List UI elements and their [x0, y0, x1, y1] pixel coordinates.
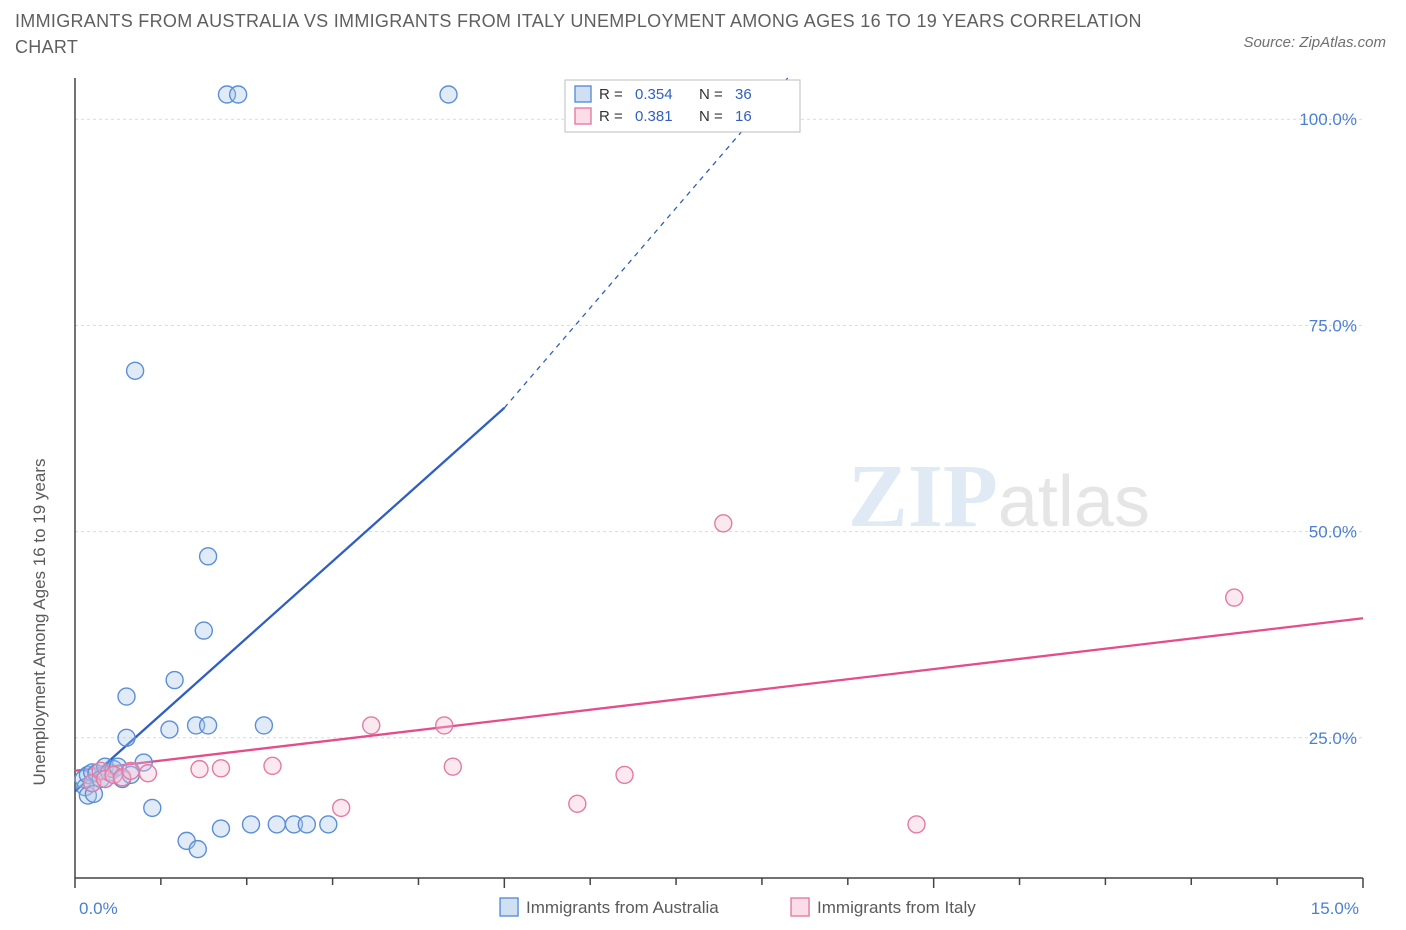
data-point: [230, 86, 247, 103]
data-point: [212, 760, 229, 777]
source-label: Source: ZipAtlas.com: [1243, 34, 1386, 51]
legend-swatch: [575, 86, 591, 102]
data-point: [908, 816, 925, 833]
data-point: [264, 757, 281, 774]
y-tick-label: 50.0%: [1309, 523, 1357, 542]
y-axis-label: Unemployment Among Ages 16 to 19 years: [30, 459, 49, 786]
legend-n-value: 36: [735, 86, 752, 103]
data-point: [715, 515, 732, 532]
data-point: [200, 717, 217, 734]
bottom-legend-swatch: [791, 898, 809, 916]
scatter-chart: ZIPatlas0.0%15.0%25.0%50.0%75.0%100.0%Un…: [15, 68, 1391, 930]
y-tick-label: 25.0%: [1309, 729, 1357, 748]
legend-r-label: R =: [599, 108, 623, 125]
data-point: [243, 816, 260, 833]
legend-swatch: [575, 108, 591, 124]
bottom-legend-label: Immigrants from Italy: [817, 898, 976, 917]
page-root: IMMIGRANTS FROM AUSTRALIA VS IMMIGRANTS …: [0, 0, 1406, 930]
bottom-legend-swatch: [500, 898, 518, 916]
data-point: [118, 729, 135, 746]
data-point: [166, 672, 183, 689]
data-point: [195, 622, 212, 639]
trend-line: [75, 408, 504, 792]
bottom-legend-label: Immigrants from Australia: [526, 898, 719, 917]
data-point: [298, 816, 315, 833]
data-point: [191, 761, 208, 778]
chart-title: IMMIGRANTS FROM AUSTRALIA VS IMMIGRANTS …: [15, 8, 1206, 60]
data-point: [161, 721, 178, 738]
data-point: [363, 717, 380, 734]
data-point: [440, 86, 457, 103]
data-point: [122, 762, 139, 779]
trend-line: [75, 618, 1363, 771]
data-point: [139, 765, 156, 782]
data-point: [189, 841, 206, 858]
data-point: [1226, 589, 1243, 606]
legend-r-label: R =: [599, 86, 623, 103]
legend-r-value: 0.354: [635, 86, 673, 103]
data-point: [320, 816, 337, 833]
data-point: [200, 548, 217, 565]
data-point: [569, 795, 586, 812]
y-tick-label: 100.0%: [1299, 110, 1357, 129]
legend-n-label: N =: [699, 108, 723, 125]
chart-container: ZIPatlas0.0%15.0%25.0%50.0%75.0%100.0%Un…: [15, 68, 1391, 930]
x-tick-label: 15.0%: [1311, 899, 1359, 918]
data-point: [268, 816, 285, 833]
x-tick-label: 0.0%: [79, 899, 118, 918]
legend-n-label: N =: [699, 86, 723, 103]
data-point: [255, 717, 272, 734]
data-point: [436, 717, 453, 734]
data-point: [127, 362, 144, 379]
legend-r-value: 0.381: [635, 108, 673, 125]
data-point: [212, 820, 229, 837]
data-point: [333, 799, 350, 816]
y-tick-label: 75.0%: [1309, 316, 1357, 335]
data-point: [444, 758, 461, 775]
data-point: [144, 799, 161, 816]
legend-n-value: 16: [735, 108, 752, 125]
data-point: [118, 688, 135, 705]
data-point: [616, 766, 633, 783]
